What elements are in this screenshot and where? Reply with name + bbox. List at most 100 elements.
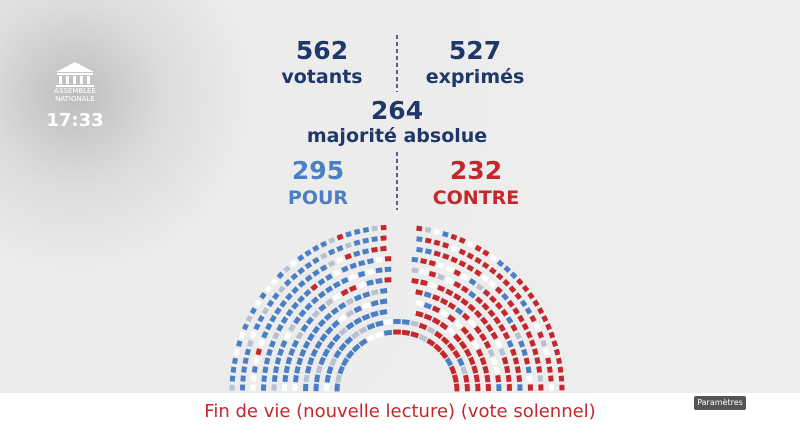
seat <box>474 244 482 252</box>
seat <box>411 267 419 274</box>
hemicycle <box>229 224 565 392</box>
seat <box>358 338 368 347</box>
seat <box>366 334 376 342</box>
settings-button[interactable]: Paramètres <box>694 396 746 410</box>
seat <box>428 260 436 267</box>
seat <box>508 285 517 294</box>
seat <box>311 309 321 319</box>
seat <box>332 333 341 343</box>
seat <box>487 309 496 318</box>
seat <box>312 244 320 252</box>
seat <box>240 375 246 382</box>
seat <box>292 374 299 383</box>
seat <box>468 318 477 328</box>
seat <box>264 357 271 365</box>
seat <box>349 273 357 281</box>
seat <box>490 357 498 366</box>
seat <box>453 269 462 277</box>
seat <box>375 277 383 285</box>
seat <box>285 308 294 317</box>
seat <box>336 233 344 241</box>
seat <box>318 303 327 312</box>
seat <box>401 329 411 336</box>
seat <box>514 292 522 301</box>
seat <box>446 327 456 336</box>
seat <box>244 348 251 356</box>
seat <box>548 375 554 382</box>
seat <box>290 272 299 281</box>
seat <box>250 331 257 339</box>
seat <box>324 273 333 281</box>
seat <box>439 309 449 318</box>
seat <box>272 331 280 340</box>
seat <box>514 331 522 340</box>
seat <box>437 262 445 270</box>
seat <box>545 323 552 331</box>
seat <box>265 322 273 331</box>
seat <box>319 252 328 260</box>
seat <box>500 308 509 317</box>
seat <box>250 375 257 382</box>
seat <box>466 252 475 260</box>
seat <box>468 290 477 299</box>
seat <box>466 240 474 248</box>
seat <box>371 236 378 243</box>
seat <box>312 256 320 265</box>
seat <box>357 270 366 278</box>
seat <box>423 313 433 321</box>
seat <box>253 322 261 331</box>
seat <box>345 231 352 238</box>
contre-count: 232 <box>450 156 502 185</box>
seat <box>487 348 495 358</box>
seat <box>445 276 454 285</box>
seat <box>532 348 539 356</box>
seat <box>293 316 301 325</box>
seat <box>268 340 276 348</box>
seat <box>261 375 268 382</box>
seat <box>255 348 262 356</box>
seat <box>496 259 505 268</box>
seat <box>495 272 504 281</box>
seat <box>366 258 374 265</box>
seat <box>514 365 521 374</box>
seat <box>474 296 484 305</box>
seat <box>557 366 564 373</box>
seat <box>325 298 334 307</box>
seat <box>325 285 334 294</box>
seat <box>259 291 267 300</box>
seat <box>461 273 470 281</box>
seat <box>375 256 383 263</box>
seat <box>245 315 253 323</box>
seat <box>345 349 355 360</box>
seat <box>279 299 288 308</box>
logo-text: NATIONALE <box>55 95 95 103</box>
seat <box>340 276 349 285</box>
seat <box>411 256 419 263</box>
seat <box>327 248 336 256</box>
seat <box>304 249 312 257</box>
seat <box>285 292 293 301</box>
seat <box>437 273 445 281</box>
seat <box>318 356 326 366</box>
logo-beam <box>57 73 93 75</box>
seat <box>328 237 336 244</box>
seat <box>340 265 349 273</box>
seat <box>280 339 288 348</box>
seat <box>370 299 379 307</box>
seat <box>297 280 306 288</box>
seat <box>317 278 326 286</box>
seat <box>463 374 470 383</box>
clock: 17:33 <box>46 110 103 131</box>
seat <box>416 246 424 253</box>
seat <box>447 314 456 323</box>
seat <box>517 314 525 323</box>
seat <box>424 237 432 244</box>
seat <box>543 348 550 356</box>
seat <box>431 305 441 314</box>
seat <box>521 322 529 331</box>
seat <box>327 260 336 268</box>
seat <box>454 319 463 329</box>
seat <box>353 228 361 235</box>
seat <box>442 253 450 260</box>
vote-graphic: ASSEMBLÉE NATIONALE 17:33 562 votants 52… <box>46 35 565 392</box>
